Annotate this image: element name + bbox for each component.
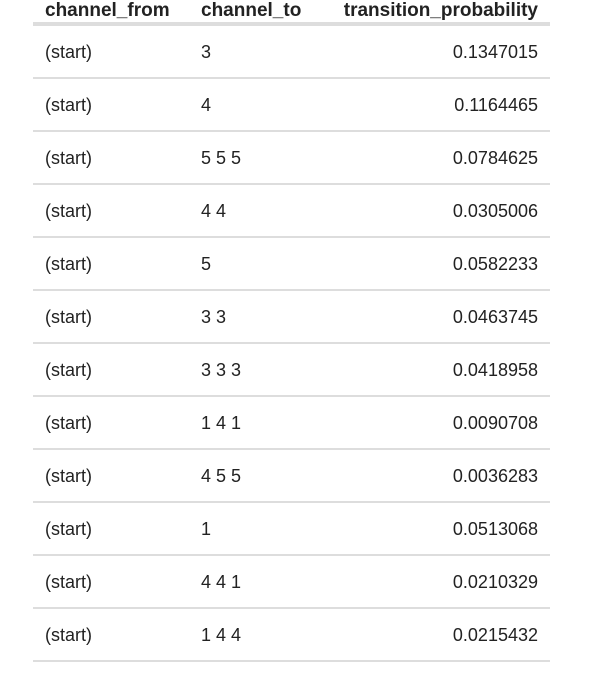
cell-channel-from: (start): [33, 131, 189, 185]
cell-channel-from: (start): [33, 396, 189, 450]
table-row: (start) 5 5 5 0.0784625: [33, 131, 550, 185]
cell-channel-from: (start): [33, 290, 189, 344]
table-body: (start) 3 0.1347015 (start) 4 0.1164465 (start…: [33, 24, 550, 662]
header-row: channel_from channel_to transition_proba…: [33, 0, 550, 26]
cell-transition-probability: 0.1164465: [319, 78, 550, 132]
cell-transition-probability: 0.0036283: [319, 449, 550, 503]
cell-transition-probability: 0.0305006: [319, 184, 550, 238]
cell-channel-from: (start): [33, 184, 189, 238]
cell-transition-probability: 0.0418958: [319, 343, 550, 397]
transition-table: channel_from channel_to transition_proba…: [33, 0, 550, 662]
cell-transition-probability: 0.0215432: [319, 608, 550, 662]
cell-channel-to: 1 4 1: [189, 396, 319, 450]
header-channel-from: channel_from: [33, 0, 189, 26]
cell-channel-to: 5: [189, 237, 319, 291]
cell-transition-probability: 0.0582233: [319, 237, 550, 291]
cell-channel-to: 5 5 5: [189, 131, 319, 185]
cell-channel-from: (start): [33, 24, 189, 79]
cell-channel-to: 3 3: [189, 290, 319, 344]
cell-channel-to: 4 4: [189, 184, 319, 238]
cell-channel-from: (start): [33, 237, 189, 291]
cell-channel-to: 4 4 1: [189, 555, 319, 609]
cell-transition-probability: 0.0210329: [319, 555, 550, 609]
cell-channel-from: (start): [33, 449, 189, 503]
table-row: (start) 1 4 1 0.0090708: [33, 396, 550, 450]
cell-channel-from: (start): [33, 78, 189, 132]
cell-transition-probability: 0.0513068: [319, 502, 550, 556]
cell-channel-from: (start): [33, 343, 189, 397]
cell-transition-probability: 0.0784625: [319, 131, 550, 185]
table-row: (start) 1 0.0513068: [33, 502, 550, 556]
cell-channel-from: (start): [33, 608, 189, 662]
table-row: (start) 1 4 4 0.0215432: [33, 608, 550, 662]
table-row: (start) 4 4 1 0.0210329: [33, 555, 550, 609]
cell-channel-to: 3: [189, 24, 319, 79]
table-row: (start) 3 0.1347015: [33, 24, 550, 79]
table-row: (start) 3 3 3 0.0418958: [33, 343, 550, 397]
header-channel-to: channel_to: [189, 0, 319, 26]
cell-channel-to: 4: [189, 78, 319, 132]
cell-channel-from: (start): [33, 502, 189, 556]
cell-channel-to: 3 3 3: [189, 343, 319, 397]
table-header: channel_from channel_to transition_proba…: [33, 0, 550, 26]
cell-channel-to: 1 4 4: [189, 608, 319, 662]
table-row: (start) 4 0.1164465: [33, 78, 550, 132]
cell-transition-probability: 0.0463745: [319, 290, 550, 344]
header-transition-probability: transition_probability: [319, 0, 550, 26]
cell-channel-to: 4 5 5: [189, 449, 319, 503]
cell-transition-probability: 0.0090708: [319, 396, 550, 450]
table-row: (start) 4 4 0.0305006: [33, 184, 550, 238]
cell-channel-to: 1: [189, 502, 319, 556]
table-row: (start) 5 0.0582233: [33, 237, 550, 291]
cell-channel-from: (start): [33, 555, 189, 609]
table-row: (start) 4 5 5 0.0036283: [33, 449, 550, 503]
cell-transition-probability: 0.1347015: [319, 24, 550, 79]
table-row: (start) 3 3 0.0463745: [33, 290, 550, 344]
